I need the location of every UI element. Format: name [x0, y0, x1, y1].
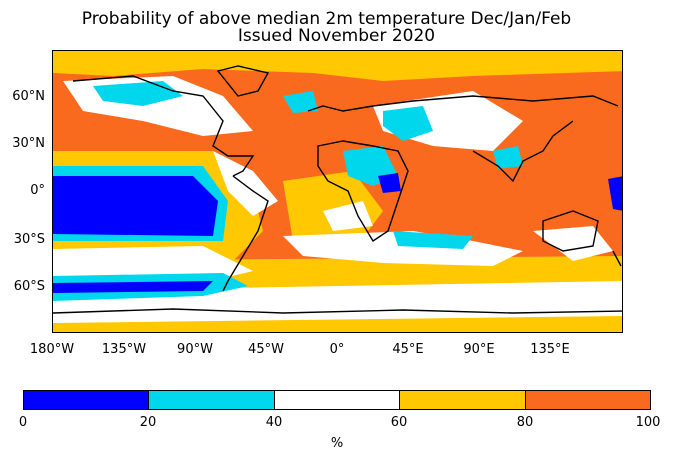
probability-region	[323, 201, 373, 231]
probability-region	[283, 91, 318, 113]
lon-label: 180°W	[29, 342, 75, 357]
colorbar-tick: 100	[635, 415, 661, 430]
colorbar-tick: 20	[139, 415, 157, 430]
lat-label: 60°N	[12, 89, 45, 104]
colorbar-segment	[149, 391, 275, 409]
lat-label: 60°S	[13, 279, 45, 294]
colorbar-segment	[274, 391, 401, 409]
lon-label: 90°E	[463, 342, 495, 357]
lon-label: 45°E	[392, 342, 424, 357]
colorbar-unit: %	[330, 436, 344, 451]
probability-region	[393, 231, 473, 249]
probability-region	[383, 106, 433, 141]
lon-label: 135°E	[530, 342, 570, 357]
lat-label: 0°	[30, 183, 45, 198]
colorbar-tick: 0	[18, 415, 28, 430]
probability-region	[213, 151, 278, 216]
probability-region	[93, 81, 183, 106]
colorbar-segment	[24, 391, 150, 409]
coastlines	[53, 65, 622, 314]
world-probability-map	[52, 50, 623, 333]
probability-region	[608, 176, 622, 211]
map-title: Probability of above median 2m temperatu…	[81, 9, 572, 29]
colorbar	[23, 390, 651, 410]
colorbar-tick: 60	[390, 415, 408, 430]
lon-label: 135°W	[101, 342, 147, 357]
colorbar-segment	[400, 391, 526, 409]
lon-label: 90°W	[177, 342, 213, 357]
lat-label: 30°N	[12, 136, 45, 151]
probability-region	[53, 176, 218, 236]
probability-region	[53, 51, 622, 81]
lon-label: 0°	[329, 342, 345, 357]
probability-region	[53, 281, 213, 293]
probability-region	[493, 146, 523, 169]
colorbar-tick: 40	[265, 415, 283, 430]
lat-label: 30°S	[13, 232, 45, 247]
colorbar-tick: 80	[516, 415, 534, 430]
map-subtitle: Issued November 2020	[237, 26, 436, 46]
probability-region	[533, 226, 613, 261]
colorbar-segment	[525, 391, 651, 409]
lon-label: 45°W	[248, 342, 284, 357]
probability-region	[378, 173, 401, 193]
